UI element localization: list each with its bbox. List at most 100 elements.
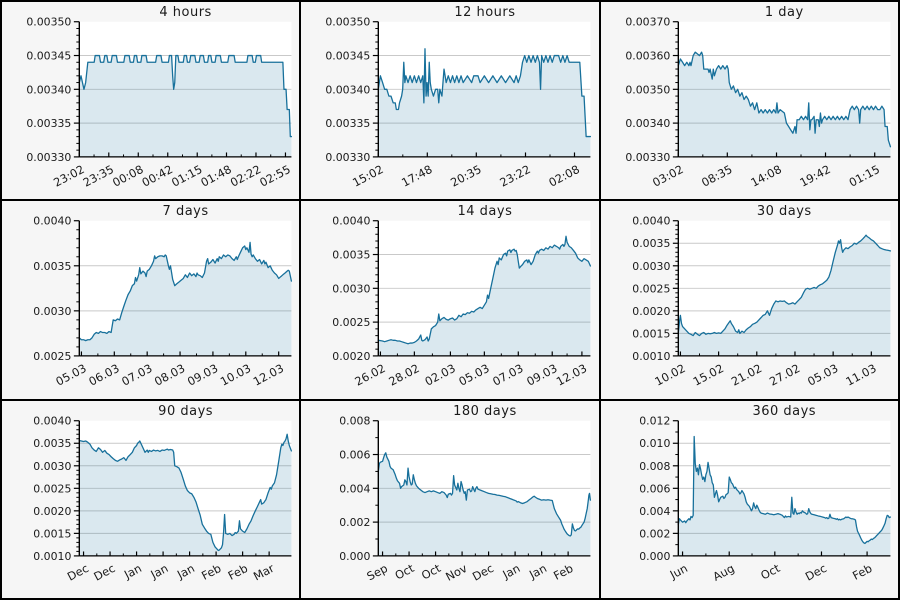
svg-text:Mar: Mar	[251, 561, 277, 584]
svg-text:0.00340: 0.00340	[326, 83, 371, 96]
svg-text:Nov: Nov	[444, 561, 470, 584]
svg-text:0.0040: 0.0040	[333, 215, 371, 228]
chart-panel-360-days: 360 days 0.000 0.002 0.004 0.006 0.008 0.010 0…	[600, 400, 898, 598]
svg-text:0.002: 0.002	[340, 516, 371, 529]
svg-text:0.0030: 0.0030	[333, 283, 371, 296]
svg-text:21.02: 21.02	[728, 361, 763, 389]
chart-canvas: 0.0010 0.0015 0.0020 0.0025 0.0030 0.0035 0.00…	[632, 215, 891, 389]
svg-text:Aug: Aug	[710, 561, 736, 584]
svg-text:02:55: 02:55	[257, 162, 293, 190]
chart-panel-12-hours: 12 hours 0.00330 0.00335 0.00340 0.00345 0.0…	[301, 2, 599, 200]
chart-canvas: 0.00330 0.00340 0.00350 0.00360 0.00370 03:02…	[625, 16, 891, 190]
svg-text:0.00370: 0.00370	[625, 16, 670, 29]
chart-canvas: 0.003300.003350.003400.003450.0035023:02…	[26, 16, 293, 190]
svg-text:0.0030: 0.0030	[33, 459, 71, 472]
svg-text:Jan: Jan	[500, 561, 523, 582]
svg-text:0.006: 0.006	[639, 482, 670, 495]
svg-text:05.03: 05.03	[805, 361, 840, 389]
chart-canvas: 0.00330 0.00335 0.00340 0.00345 0.00350 15:02…	[326, 16, 592, 190]
svg-text:07.03: 07.03	[491, 361, 526, 389]
chart-panel-1-day: 1 day 0.00330 0.00340 0.00350 0.00360 0.0037…	[600, 2, 898, 200]
svg-text:Dec: Dec	[91, 561, 117, 584]
svg-text:0.0035: 0.0035	[33, 260, 71, 273]
svg-text:0.00360: 0.00360	[625, 50, 670, 63]
svg-text:0.00340: 0.00340	[625, 117, 670, 130]
svg-text:0.0015: 0.0015	[33, 527, 71, 540]
svg-text:09.03: 09.03	[525, 361, 560, 389]
svg-text:0.00345: 0.00345	[26, 50, 71, 63]
svg-text:Jan: Jan	[174, 561, 197, 582]
svg-text:01:15: 01:15	[846, 162, 882, 190]
svg-text:17:48: 17:48	[399, 162, 435, 190]
svg-text:Jan: Jan	[526, 561, 549, 582]
svg-text:0.0035: 0.0035	[33, 437, 71, 450]
svg-text:08:35: 08:35	[699, 162, 735, 190]
svg-text:0.0030: 0.0030	[33, 305, 71, 318]
svg-text:Dec: Dec	[470, 561, 496, 584]
chart-panel-14-days: 14 days 0.0020 0.0025 0.0030 0.0035 0.0040 26…	[301, 201, 599, 399]
svg-text:Oct: Oct	[393, 560, 417, 582]
svg-text:0.008: 0.008	[340, 414, 371, 427]
svg-text:20:35: 20:35	[448, 162, 484, 190]
svg-text:0.00340: 0.00340	[26, 83, 71, 96]
svg-text:0.00350: 0.00350	[326, 16, 371, 29]
svg-text:23:35: 23:35	[81, 162, 117, 190]
svg-text:0.008: 0.008	[639, 459, 670, 472]
svg-text:14:08: 14:08	[748, 162, 784, 190]
svg-text:28.02: 28.02	[387, 361, 422, 389]
svg-text:Dec: Dec	[65, 561, 91, 584]
svg-text:0.0040: 0.0040	[632, 215, 670, 228]
svg-text:19:42: 19:42	[797, 162, 833, 190]
svg-text:0.00330: 0.00330	[326, 151, 371, 164]
svg-text:Jun: Jun	[666, 561, 689, 582]
svg-text:Dec: Dec	[803, 561, 829, 584]
chart-panel-180-days: 180 days 0.000 0.002 0.004 0.006 0.008 Sep Oct…	[301, 400, 599, 598]
svg-text:0.00330: 0.00330	[625, 151, 670, 164]
svg-text:0.012: 0.012	[639, 414, 670, 427]
svg-text:27.02: 27.02	[767, 361, 802, 389]
svg-text:0.00335: 0.00335	[26, 117, 71, 130]
svg-text:15:02: 15:02	[350, 162, 386, 190]
svg-text:02.03: 02.03	[423, 361, 458, 389]
chart-panel-7-days: 7 days 0.0025 0.0030 0.0035 0.0040 05.03 06.0…	[2, 201, 300, 399]
chart-canvas: 0.0010 0.0015 0.0020 0.0025 0.0030 0.0035 0.00…	[33, 414, 293, 584]
svg-text:07.03: 07.03	[119, 361, 154, 389]
svg-text:0.00350: 0.00350	[625, 83, 670, 96]
svg-text:Jan: Jan	[147, 561, 170, 582]
svg-text:Feb: Feb	[850, 561, 874, 583]
svg-text:0.0025: 0.0025	[632, 283, 670, 296]
svg-text:0.0025: 0.0025	[333, 316, 371, 329]
svg-text:Sep: Sep	[365, 561, 391, 583]
svg-text:0.0035: 0.0035	[632, 238, 670, 251]
svg-text:0.0020: 0.0020	[333, 350, 371, 363]
svg-text:0.00330: 0.00330	[26, 151, 71, 164]
svg-text:11.03: 11.03	[843, 361, 878, 389]
svg-text:0.002: 0.002	[639, 527, 670, 540]
svg-text:0.00345: 0.00345	[326, 50, 371, 63]
svg-text:23:22: 23:22	[498, 162, 534, 190]
svg-text:0.0025: 0.0025	[33, 482, 71, 495]
svg-text:05.03: 05.03	[457, 361, 492, 389]
svg-text:0.0035: 0.0035	[333, 249, 371, 262]
svg-text:0.00335: 0.00335	[326, 117, 371, 130]
svg-text:15.02: 15.02	[690, 361, 725, 389]
svg-text:03:02: 03:02	[650, 162, 686, 190]
svg-text:0.0010: 0.0010	[33, 550, 71, 563]
svg-text:0.0010: 0.0010	[632, 350, 670, 363]
svg-text:0.0020: 0.0020	[632, 305, 670, 318]
svg-text:Feb: Feb	[551, 561, 575, 583]
svg-text:Feb: Feb	[226, 561, 250, 583]
svg-text:09.03: 09.03	[185, 361, 220, 389]
svg-text:Oct: Oct	[419, 560, 443, 582]
svg-text:0.0020: 0.0020	[33, 504, 71, 517]
svg-text:12.03: 12.03	[251, 361, 286, 389]
svg-text:0.006: 0.006	[340, 448, 371, 461]
chart-panel-90-days: 90 days 0.0010 0.0015 0.0020 0.0025 0.0030 0.…	[2, 400, 300, 598]
svg-text:0.0030: 0.0030	[632, 260, 670, 273]
svg-text:02:08: 02:08	[547, 162, 583, 190]
svg-text:Jan: Jan	[121, 561, 144, 582]
chart-canvas: 0.000 0.002 0.004 0.006 0.008 0.010 0.012 Jun Au…	[639, 414, 891, 584]
svg-text:10.03: 10.03	[218, 361, 253, 389]
svg-text:0.010: 0.010	[639, 437, 670, 450]
